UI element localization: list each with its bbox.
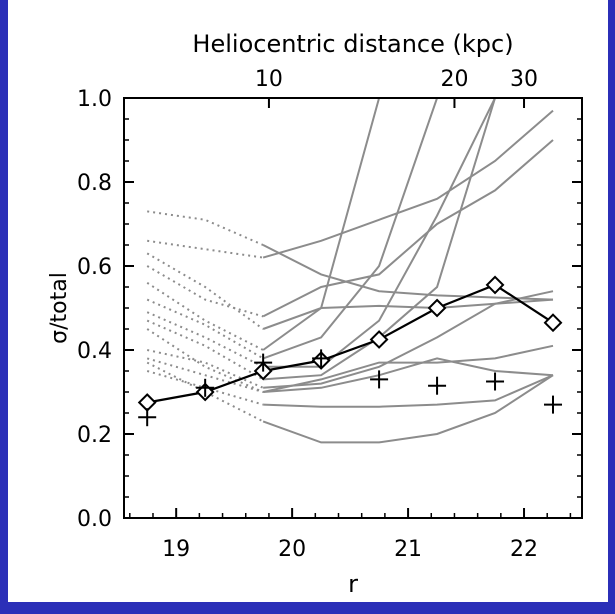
model-curve-12-dotted [146, 361, 264, 423]
model-curve-3-dotted [146, 252, 264, 330]
model-curve-9-dotted [146, 349, 264, 389]
x-tick-label: 20 [278, 537, 306, 562]
x-tick-label: 19 [162, 537, 190, 562]
plus-point [312, 349, 331, 368]
diamond-point [543, 313, 563, 333]
model-curve-13 [262, 344, 554, 393]
x-axis-label: r [348, 570, 358, 598]
top-tick-label: 30 [510, 67, 538, 92]
series-line [146, 283, 554, 404]
y-tick-label: 0.2 [77, 423, 112, 448]
model-curve-11 [263, 374, 554, 408]
model-curve-5-dotted [146, 281, 264, 351]
y-tick-label: 0.0 [77, 507, 112, 532]
top-tick-label: 20 [440, 67, 468, 92]
plus-point [138, 408, 157, 427]
y-tick-label: 1.0 [77, 87, 112, 112]
model-curve-2 [262, 109, 554, 259]
x-tick-label: 22 [510, 537, 538, 562]
plus-point [196, 378, 215, 397]
observed-series [137, 275, 563, 427]
model-curve-9 [263, 290, 554, 389]
plus-point [428, 376, 447, 395]
y-axis-label: σ/total [47, 272, 72, 344]
plus-point [486, 372, 505, 391]
model-curve-1 [262, 244, 554, 301]
model-curve-12 [262, 374, 554, 444]
chart: 0.0 0.2 0.4 0.6 0.8 1.0 19 20 21 22 10 20 30 r σ/tot… [47, 30, 583, 598]
diamond-point [485, 275, 505, 295]
model-curve-7 [263, 98, 496, 368]
model-curve-7-dotted [146, 311, 264, 368]
model-curve-10 [263, 357, 554, 393]
model-curve-4 [262, 139, 554, 318]
x-tick-label: 21 [394, 537, 422, 562]
model-curve-10-dotted [146, 357, 264, 393]
y-tick-label: 0.4 [77, 339, 112, 364]
model-curve-8 [263, 98, 554, 381]
axes: 0.0 0.2 0.4 0.6 0.8 1.0 19 20 21 22 10 20 30 [77, 67, 582, 562]
plot-frame [123, 97, 583, 519]
y-tick-label: 0.8 [77, 171, 112, 196]
model-curve-1-dotted [147, 210, 264, 246]
model-curve-3 [262, 298, 554, 330]
diamond-point [369, 330, 389, 349]
diamond-point [137, 393, 157, 412]
figure-panel: 0.0 0.2 0.4 0.6 0.8 1.0 19 20 21 22 10 20 30 r σ/tot… [8, 0, 608, 602]
plus-point [370, 370, 389, 389]
plus-point [254, 353, 273, 372]
top-axis-label: Heliocentric distance (kpc) [192, 30, 513, 58]
diamond-point [427, 298, 447, 318]
plus-point [544, 395, 563, 414]
model-curve-2-dotted [147, 239, 264, 259]
model-curve-5 [262, 98, 381, 351]
y-tick-label: 0.6 [77, 255, 112, 280]
model-curve-4-dotted [146, 265, 264, 318]
model-curve-6 [262, 98, 439, 360]
top-tick-label: 10 [255, 67, 283, 92]
